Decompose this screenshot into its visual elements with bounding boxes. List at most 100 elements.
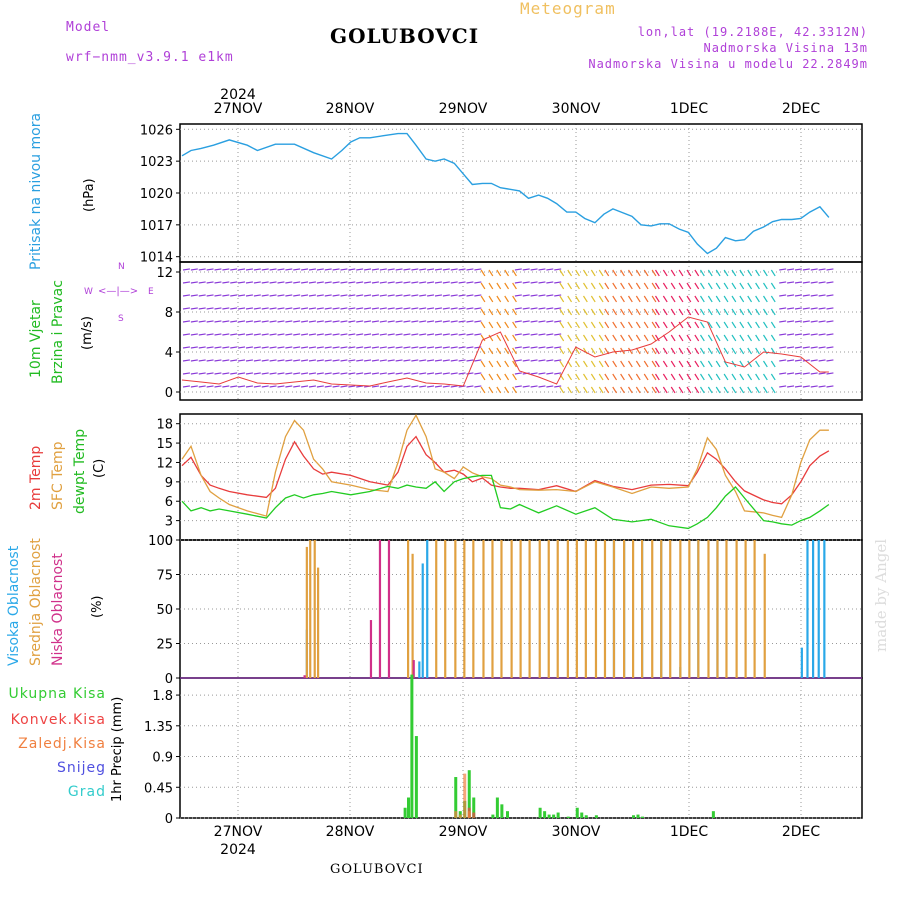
wind-barb (458, 294, 466, 297)
wind-barb (747, 308, 753, 316)
wind-barb (546, 385, 554, 388)
wind-barb (620, 321, 625, 329)
cloud-bar-cloud_mid (411, 553, 414, 678)
wind-barb (770, 269, 776, 277)
wind-barb (379, 281, 387, 284)
wind-barb (794, 281, 803, 284)
cloud-bar-cloud_mid (407, 540, 410, 678)
wind-barb (554, 320, 562, 323)
wind-barb (627, 308, 633, 316)
wind-barb (779, 359, 787, 362)
panel-precipitation (179, 677, 863, 819)
cloud-bar-cloud_mid (566, 540, 569, 678)
wind-barb (530, 333, 538, 336)
wind-barb (554, 385, 562, 388)
y-tick-label: 0 (165, 672, 173, 687)
wind-barb (379, 333, 387, 336)
wind-barb (488, 386, 494, 394)
wind-barb (559, 321, 565, 329)
wind-barb (635, 360, 641, 368)
wind-barb (567, 373, 573, 381)
y-tick-label: 0 (165, 812, 173, 827)
wind-barb (731, 321, 737, 329)
wind-barb (779, 385, 787, 388)
y-tick-label: 1014 (140, 251, 173, 266)
wind-barb (770, 295, 776, 303)
precip-bar-precip_total (636, 814, 640, 818)
wind-barb (504, 308, 510, 316)
wind-barb (707, 282, 713, 290)
wind-barb (230, 281, 238, 284)
wind-barb (269, 268, 277, 271)
wind-barb (277, 359, 285, 362)
wind-barb (654, 308, 660, 316)
cloud-bar-cloud_mid (669, 540, 672, 678)
wind-barb (723, 373, 729, 381)
wind-barb (512, 295, 517, 303)
wind-barb (554, 281, 562, 284)
wind-barb (654, 295, 660, 303)
wind-barb (371, 294, 380, 297)
wind-barb (206, 294, 214, 297)
wind-barb (747, 373, 753, 381)
wind-barb (474, 281, 482, 284)
wind-barb (230, 372, 238, 375)
wind-barb (512, 308, 517, 316)
wind-barb (770, 308, 776, 316)
wind-barb (504, 334, 510, 342)
cloud-bar-cloud_mid (603, 540, 607, 678)
wind-barb (699, 334, 705, 342)
top-date-label: 27NOV (214, 101, 263, 117)
temp-line-sfc (181, 413, 829, 519)
wind-barb (818, 307, 826, 310)
wind-barb (379, 385, 387, 388)
wind-barb (635, 334, 641, 342)
wind-barb (480, 269, 486, 277)
wind-barb (340, 359, 348, 362)
wind-barb (387, 346, 395, 349)
wind-barb (794, 294, 803, 297)
wind-barb (411, 320, 419, 323)
wind-barb (694, 308, 700, 316)
wind-barb (715, 373, 721, 381)
wind-barb (826, 359, 834, 362)
wind-barb (723, 347, 729, 355)
wind-barb (434, 372, 443, 375)
wind-barb (747, 347, 753, 355)
cloud-bar-cloud_mid (547, 540, 550, 678)
wind-barb (770, 334, 776, 342)
wind-barb (554, 333, 562, 336)
wind-barb (214, 294, 222, 297)
wind-barb (293, 307, 301, 310)
wind-barb (654, 334, 660, 342)
wind-barb (598, 334, 604, 342)
wind-barb (755, 295, 760, 303)
wind-barb (739, 269, 745, 277)
cloud-bar-cloud_mid (575, 540, 578, 678)
wind-barb (269, 294, 277, 297)
bottom-date-label: 27NOV (214, 824, 263, 840)
wind-barb (627, 269, 633, 277)
wind-barb (466, 307, 474, 310)
wind-barb (379, 320, 387, 323)
wind-barb (546, 268, 554, 271)
wind-barb (762, 334, 768, 342)
wind-barb (348, 281, 356, 284)
wind-barb (427, 307, 435, 310)
wind-barb (787, 385, 795, 388)
wind-barb (723, 295, 729, 303)
wind-barb (604, 373, 610, 381)
wind-barb (253, 333, 261, 336)
wind-barb (810, 333, 818, 336)
wind-barb (419, 346, 427, 349)
wind-barb (802, 294, 810, 297)
wind-barb (739, 334, 745, 342)
wind-barb (301, 268, 309, 271)
wind-barb (474, 385, 482, 388)
wind-barb (364, 372, 372, 375)
wind-barb (802, 268, 810, 271)
wind-barb (620, 308, 625, 316)
cloud-bar-cloud_mid (454, 540, 457, 678)
precip-bar-precip_total (566, 816, 570, 818)
bottom-date-label: 30NOV (552, 824, 601, 840)
